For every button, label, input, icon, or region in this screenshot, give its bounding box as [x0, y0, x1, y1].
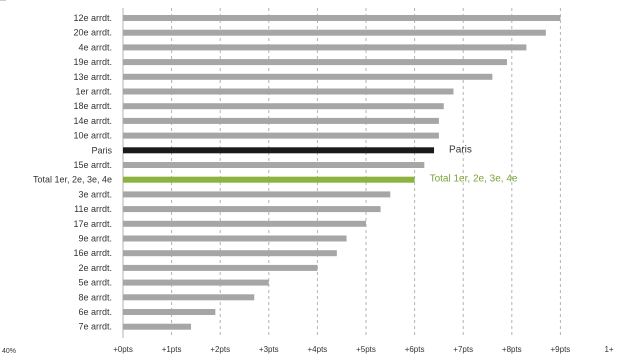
category-label: 16e arrdt. [73, 248, 112, 258]
bar [123, 250, 337, 257]
x-tick-label: 1+ [604, 345, 613, 354]
category-label: 2e arrdt. [78, 263, 112, 273]
bar [123, 147, 435, 154]
bar [123, 206, 381, 213]
bar [123, 264, 318, 271]
category-label: Total 1er, 2e, 3e, 4e [33, 175, 112, 185]
category-label: 6e arrdt. [78, 307, 112, 317]
bar [123, 88, 454, 95]
category-label: Paris [91, 145, 112, 155]
x-tick-label: +8pts [502, 345, 522, 354]
bar [123, 103, 444, 110]
x-tick-label: +9pts [551, 345, 571, 354]
annotation-label: Total 1er, 2e, 3e, 4e [430, 174, 518, 185]
category-label: 5e arrdt. [78, 278, 112, 288]
x-axis-ticks: +0pts +1pts +2pts +3pts +4pts +5pts +6pts +7pts… [113, 345, 614, 354]
x-tick-label: +1pts [162, 345, 182, 354]
bar [123, 132, 439, 139]
bar [123, 191, 391, 198]
bar [123, 294, 255, 301]
bars [123, 15, 561, 330]
bar [123, 323, 192, 330]
category-label: 19e arrdt. [73, 57, 112, 67]
x-tick-label: +2pts [210, 345, 230, 354]
bar [123, 59, 507, 66]
annotation-label: Paris [449, 144, 472, 155]
category-label: 11e arrdt. [74, 204, 112, 214]
x-tick-label: +3pts [259, 345, 279, 354]
bar [123, 73, 493, 80]
bar [123, 15, 561, 21]
category-label: 8e arrdt. [78, 292, 112, 302]
annotations: Paris Total 1er, 2e, 3e, 4e [430, 144, 518, 184]
bar [123, 29, 546, 36]
corner-label: 40% [2, 348, 16, 355]
category-label: 4e arrdt. [78, 42, 112, 52]
bar [123, 117, 439, 124]
category-label: 14e arrdt. [73, 116, 112, 126]
x-tick-label: +7pts [453, 345, 473, 354]
category-label: 15e arrdt. [73, 160, 112, 170]
bar [123, 44, 527, 51]
category-label: 9e arrdt. [78, 234, 112, 244]
x-tick-label: +0pts [113, 345, 133, 354]
category-label: 1er arrdt. [75, 87, 112, 97]
bar [123, 176, 415, 183]
category-label: 17e arrdt. [73, 219, 112, 229]
x-tick-label: +5pts [356, 345, 376, 354]
category-label: 3e arrdt. [78, 189, 112, 199]
bar [123, 309, 216, 315]
x-tick-label: +4pts [308, 345, 328, 354]
bar [123, 235, 347, 242]
category-label: 18e arrdt. [73, 101, 112, 111]
category-label: 13e arrdt. [73, 72, 112, 82]
category-labels: 12e arrdt. 20e arrdt. 4e arrdt. 19e arrdt. 1… [33, 13, 113, 332]
bar [123, 162, 425, 168]
category-label: 10e arrdt. [73, 131, 112, 141]
category-label: 12e arrdt. [73, 13, 112, 23]
bar [123, 220, 366, 227]
category-label: 7e arrdt. [78, 322, 112, 332]
category-label: 20e arrdt. [73, 28, 112, 38]
bar [123, 279, 269, 286]
x-tick-label: +6pts [405, 345, 425, 354]
